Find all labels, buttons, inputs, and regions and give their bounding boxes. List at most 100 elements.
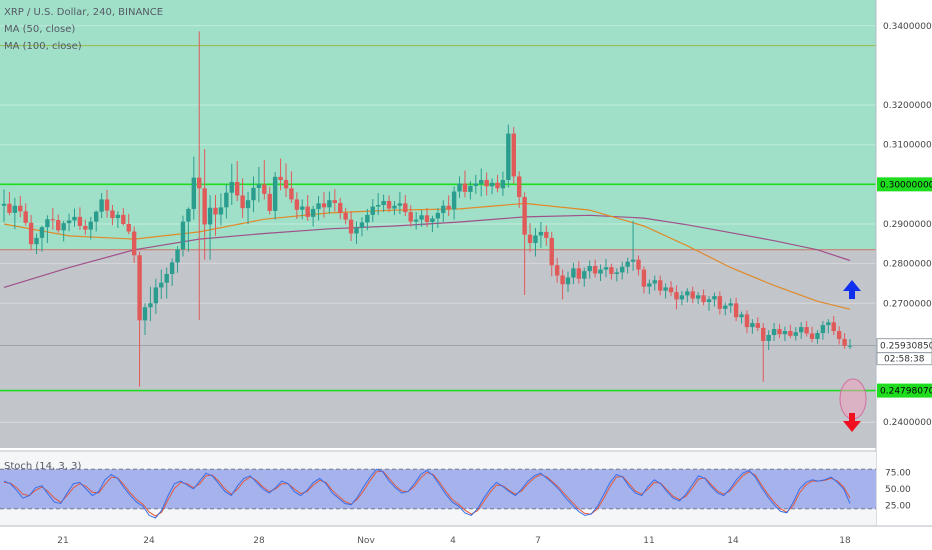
time-axis-bg — [0, 526, 932, 550]
candle-body — [251, 187, 256, 201]
candle-body — [7, 203, 12, 213]
candle-body — [527, 234, 533, 244]
candle-body — [831, 322, 836, 332]
chart-title: XRP / U.S. Dollar, 240, BINANCE — [4, 7, 164, 18]
candle-body — [88, 221, 93, 230]
ma100-line — [3, 214, 851, 288]
stoch-tick-label-1: 50.00 — [885, 485, 911, 495]
candle-body — [240, 195, 245, 209]
stoch-d-line — [3, 470, 851, 517]
label-support-bg — [877, 383, 932, 398]
candle-body — [197, 177, 202, 189]
candle-body — [348, 219, 354, 234]
last-price-label: 0.25930850 — [880, 342, 932, 352]
candle-body — [620, 266, 625, 273]
candle-body — [500, 179, 506, 189]
candle-body — [224, 192, 229, 208]
candle-body — [359, 222, 365, 228]
y-tick-label-6: 0.24000000 — [883, 418, 932, 428]
candle-body — [571, 268, 576, 278]
candle-body — [766, 335, 771, 341]
candle-body — [370, 206, 375, 215]
candle-body — [365, 214, 370, 223]
candle-body — [685, 291, 690, 296]
candle-body — [777, 329, 782, 335]
candle-body — [657, 280, 663, 291]
candle-body — [229, 181, 234, 193]
candle-body — [272, 176, 278, 211]
candle-body — [815, 333, 820, 339]
y-tick-label-4: 0.28000000 — [883, 260, 932, 270]
candle-body — [457, 183, 462, 192]
candle-body — [131, 231, 137, 256]
candle-body — [115, 214, 121, 219]
candle-body — [533, 235, 538, 244]
candle-body — [424, 215, 430, 223]
candle-body — [826, 322, 831, 326]
candle-body — [283, 179, 289, 189]
candle-body — [186, 208, 191, 222]
candle-body — [842, 338, 847, 346]
label-support: 0.24798070 — [880, 387, 932, 397]
candle-body — [522, 197, 527, 235]
candle-body — [679, 295, 685, 300]
candle-body — [137, 255, 142, 321]
candle-body — [728, 303, 733, 306]
candle-body — [77, 216, 83, 226]
candle-body — [739, 314, 744, 318]
x-tick-label-2: 28 — [253, 536, 265, 546]
arrow-up-icon — [843, 280, 861, 299]
candle-body — [690, 291, 695, 299]
y-tick-label-3: 0.29000000 — [883, 220, 932, 230]
candle-body — [207, 207, 213, 225]
candle-body — [305, 206, 310, 217]
candle-body — [674, 292, 679, 300]
candle-body — [66, 220, 72, 224]
candle-body — [39, 227, 45, 238]
x-tick-label-3: Nov — [357, 536, 375, 546]
candle-body — [750, 323, 755, 328]
candle-body — [294, 199, 300, 210]
candle-body — [169, 262, 175, 274]
candle-body — [560, 275, 565, 285]
x-tick-label-4: 4 — [450, 536, 456, 546]
gray-zone — [0, 249, 876, 448]
stoch-tick-label-0: 75.00 — [885, 469, 911, 479]
y-tick-label-2: 0.31000000 — [883, 141, 932, 151]
candle-body — [473, 183, 479, 186]
candle-body — [717, 296, 723, 309]
candle-body — [479, 179, 484, 184]
candle-body — [408, 212, 413, 222]
candle-body — [338, 202, 343, 213]
ma50-line — [3, 202, 851, 310]
candle-body — [836, 331, 842, 339]
candle-body — [354, 227, 359, 234]
candle-body — [462, 183, 468, 192]
candle-body — [695, 295, 701, 299]
candle-body — [733, 303, 739, 318]
candle-body — [798, 327, 804, 333]
candle-body — [153, 287, 159, 304]
candle-body — [576, 268, 582, 279]
candle-body — [397, 203, 403, 206]
stoch-k-line — [3, 468, 851, 519]
candle-body — [793, 332, 798, 336]
candle-body — [538, 231, 544, 236]
y-tick-label-5: 0.27000000 — [883, 299, 932, 309]
candle-body — [381, 201, 386, 205]
candle-body — [18, 205, 23, 212]
candle-body — [343, 212, 348, 220]
candle-body — [484, 179, 489, 187]
candle-body — [403, 203, 408, 213]
candle-body — [121, 214, 126, 224]
candle-body — [218, 207, 224, 215]
y-tick-label-1: 0.32000000 — [883, 101, 932, 111]
countdown-label: 02:58:38 — [884, 355, 925, 365]
candle-body — [489, 182, 495, 187]
candle-body — [587, 266, 592, 272]
candle-body — [175, 249, 180, 263]
candle-body — [45, 219, 50, 228]
candle-body — [820, 325, 826, 334]
